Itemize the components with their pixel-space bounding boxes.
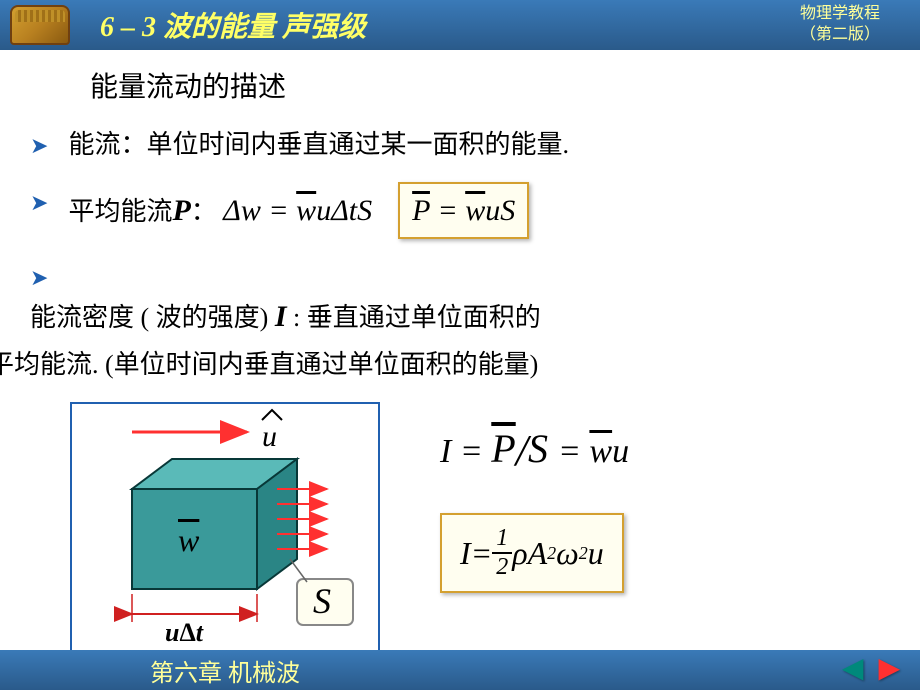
f2-sq2: 2 xyxy=(579,543,588,564)
slide-footer: 第六章 机械波 xyxy=(0,650,920,690)
bullet-3-line2: 平均能流. (单位时间内垂直通过单位面积的能量) xyxy=(0,345,890,384)
f1-u: u xyxy=(612,433,629,470)
bullet-arrow-icon: ➤ xyxy=(30,129,48,162)
udt-label: uΔt xyxy=(165,618,203,648)
slide-header: 6 – 3 波的能量 声强级 物理学教程 （第二版） xyxy=(0,0,920,50)
udt-delta: Δ xyxy=(179,618,195,647)
bullet-3-t1: 垂直通过单位面积的 xyxy=(307,303,541,332)
bullet-2-sep: ： xyxy=(191,197,217,226)
u-label: u xyxy=(262,420,277,453)
diagram-and-formulas: u w S uΔt I = P/S = wu I= xyxy=(30,402,890,662)
bullet-3: ➤ 能流密度 ( 波的强度) I : 垂直通过单位面积的 平均能流. (单位时间… xyxy=(30,257,890,384)
f2-eq: = xyxy=(471,535,493,572)
bullet-2-var: P xyxy=(172,188,190,233)
f1-pbar: P xyxy=(491,426,515,471)
bullet-arrow-icon: ➤ xyxy=(30,186,48,219)
bullet-3-label: 能流密度 ( 波的强度) xyxy=(30,303,275,332)
f2-den: 2 xyxy=(492,554,512,581)
book-title-line2: （第二版） xyxy=(800,25,880,46)
f2-sq1: 2 xyxy=(547,543,556,564)
f2-omega: ω xyxy=(556,535,579,572)
f2-i: I xyxy=(460,535,471,572)
formula-dw-wbar: w xyxy=(296,194,316,227)
f2-a: A xyxy=(528,535,548,572)
s-label: S xyxy=(313,580,331,622)
formula-box-p: P = wuS xyxy=(398,182,529,239)
f1-slash: / xyxy=(516,426,528,475)
subtitle: 能量流动的描述 xyxy=(90,65,890,105)
nav-next-icon[interactable]: ▶ xyxy=(878,651,900,685)
wbar-label: w xyxy=(178,522,199,558)
udt-u: u xyxy=(165,618,179,647)
right-formulas: I = P/S = wu I= 1 2 ρA2ω2u xyxy=(440,402,629,593)
bullet-3-sep: : xyxy=(287,303,307,332)
bullet-1-body: 单位时间内垂直通过某一面积的能量. xyxy=(146,130,569,159)
bullet-1-label: 能流： xyxy=(68,130,146,159)
chapter-title: 6 – 3 波的能量 声强级 xyxy=(100,5,366,45)
bullet-2: ➤ 平均能流P： Δw = wuΔtS P = wuS xyxy=(30,182,890,239)
formula-dw-lhs: Δw xyxy=(223,194,261,227)
formula-box-pbar: P xyxy=(412,194,430,227)
wbar-label-wrap: w xyxy=(178,522,199,559)
f2-u: u xyxy=(588,535,604,572)
f2-rho: ρ xyxy=(512,535,527,572)
f1-eq2: = xyxy=(558,433,581,470)
f1-eq: = xyxy=(460,433,483,470)
udt-t: t xyxy=(196,618,203,647)
f1-wbar: w xyxy=(589,433,612,470)
formula-dw-rest: uΔtS xyxy=(316,194,372,227)
formula-intensity-2: I= 1 2 ρA2ω2u xyxy=(440,513,624,593)
formula-box-eq: = xyxy=(437,194,457,227)
footer-text: 第六章 机械波 xyxy=(150,653,300,688)
f2-num: 1 xyxy=(492,525,512,554)
bullet-2-text: 平均能流P： Δw = wuΔtS P = wuS xyxy=(68,182,890,239)
u-label-wrap: u xyxy=(262,404,277,438)
f2-half: 1 2 xyxy=(492,525,512,581)
formula-dw: Δw = wuΔtS xyxy=(223,188,372,233)
nav-arrows: ◀ ▶ xyxy=(842,651,900,685)
formula-box-us: uS xyxy=(485,194,515,227)
formula-box-wbar: w xyxy=(465,194,485,227)
bullet-1: ➤ 能流：单位时间内垂直通过某一面积的能量. xyxy=(30,125,890,164)
slide-content: 能量流动的描述 ➤ 能流：单位时间内垂直通过某一面积的能量. ➤ 平均能流P： … xyxy=(0,50,920,662)
bullet-2-prefix: 平均能流 xyxy=(68,197,172,226)
f1-i: I xyxy=(440,433,451,470)
f1-s: S xyxy=(528,426,548,471)
book-title: 物理学教程 （第二版） xyxy=(800,4,880,46)
formula-intensity-1: I = P/S = wu xyxy=(440,422,629,473)
book-title-line1: 物理学教程 xyxy=(800,4,880,25)
formula-dw-eq: = xyxy=(268,194,288,227)
nav-prev-icon[interactable]: ◀ xyxy=(842,651,864,685)
bullet-arrow-icon: ➤ xyxy=(30,261,48,294)
bullet-3-var: I xyxy=(275,294,287,339)
bullet-3-text: 能流密度 ( 波的强度) I : 垂直通过单位面积的 平均能流. (单位时间内垂… xyxy=(30,294,890,384)
logo-icon xyxy=(10,5,70,45)
wave-cube-diagram: u w S uΔt xyxy=(70,402,380,662)
bullet-1-text: 能流：单位时间内垂直通过某一面积的能量. xyxy=(68,125,890,164)
